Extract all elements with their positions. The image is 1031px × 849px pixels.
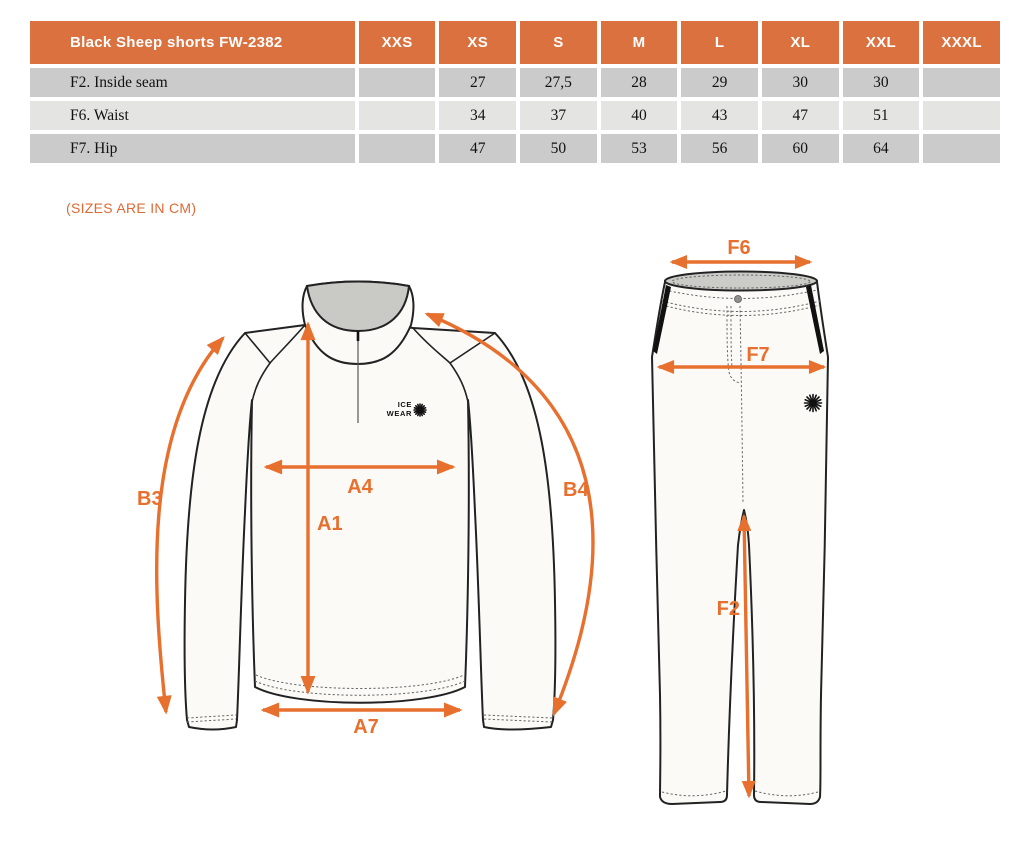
size-header-cell-xxl: XXL [842,21,920,64]
measurement-label-cell: F6. Waist [30,101,355,130]
size-header-cell-m: M [600,21,678,64]
size-value-cell: 47 [439,134,517,163]
size-value-cell: 28 [600,68,678,97]
pants-outline [651,278,829,805]
icewear-logo: ICE WEAR [387,400,427,418]
label-a1: A1 [317,513,343,535]
measurement-label-cell: F7. Hip [30,134,355,163]
size-value-cell [358,68,436,97]
sizes-unit-note: (SIZES ARE IN CM) [66,200,197,216]
size-value-cell: 30 [842,68,920,97]
size-value-cell: 60 [761,134,839,163]
size-table: Black Sheep shorts FW-2382 XXS XS S M L … [26,17,1004,167]
pants-snowflake-logo-icon [803,393,823,413]
logo-text-top: ICE [398,400,412,409]
shirt-measurement-arrows [155,312,595,718]
table-row-inside-seam: F2. Inside seam 27 27,5 28 29 30 30 [30,68,1000,97]
label-f6: F6 [727,240,750,259]
size-value-cell: 29 [681,68,758,97]
size-value-cell: 30 [761,68,839,97]
size-value-cell [358,101,436,130]
size-value-cell: 51 [842,101,920,130]
size-value-cell: 43 [681,101,758,130]
label-b4: B4 [563,479,589,501]
size-value-cell: 53 [600,134,678,163]
snowflake-logo-icon [413,403,427,417]
pants-measurement-diagram: F6 F7 F2 [651,240,829,805]
shirt-measurement-diagram: ICE WEAR B3 A4 A1 B4 A7 [137,280,595,738]
size-value-cell: 27 [439,68,517,97]
table-row-hip: F7. Hip 47 50 53 56 60 64 [30,134,1000,163]
size-value-cell: 50 [520,134,597,163]
size-value-cell [923,101,1000,130]
size-header-cell-l: L [681,21,758,64]
label-a7: A7 [353,716,379,738]
arrow-f2 [737,513,756,799]
size-value-cell [358,134,436,163]
label-a4: A4 [347,476,373,498]
measurement-label-cell: F2. Inside seam [30,68,355,97]
size-value-cell [923,68,1000,97]
size-value-cell: 56 [681,134,758,163]
shirt-outline [183,321,557,731]
label-f7: F7 [746,344,769,366]
shirt-collar [301,280,415,365]
pants-waistband [661,270,821,316]
pants-hem-stitching [661,790,819,797]
size-header-cell-xl: XL [761,21,839,64]
size-header-cell-xs: XS [439,21,517,64]
size-header-cell-s: S [520,21,597,64]
arrow-b3 [155,336,225,715]
table-header-row: Black Sheep shorts FW-2382 XXS XS S M L … [30,21,1000,64]
label-b3: B3 [137,488,163,510]
size-value-cell: 37 [520,101,597,130]
size-header-cell-xxs: XXS [358,21,436,64]
size-header-cell-xxxl: XXXL [923,21,1000,64]
pants-measurement-arrows [656,255,827,799]
table-row-waist: F6. Waist 34 37 40 43 47 51 [30,101,1000,130]
pants-pocket-openings [653,285,824,354]
size-value-cell: 34 [439,101,517,130]
size-value-cell: 47 [761,101,839,130]
arrow-b4 [424,312,595,717]
waist-button [734,295,742,303]
size-value-cell: 64 [842,134,920,163]
size-value-cell: 27,5 [520,68,597,97]
size-value-cell [923,134,1000,163]
label-f2: F2 [717,598,740,620]
product-title-cell: Black Sheep shorts FW-2382 [30,21,355,64]
size-table-section: Black Sheep shorts FW-2382 XXS XS S M L … [26,17,1004,167]
size-value-cell: 40 [600,101,678,130]
logo-text-bottom: WEAR [387,409,412,418]
